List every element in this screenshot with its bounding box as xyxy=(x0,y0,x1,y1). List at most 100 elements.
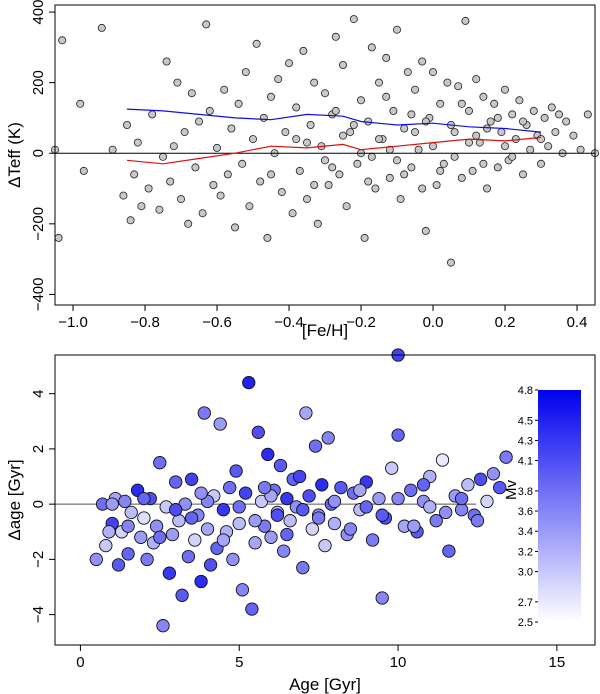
age-point xyxy=(315,478,329,492)
teff-x-tick-label: −0.2 xyxy=(346,314,376,331)
age-point xyxy=(365,533,380,547)
panel-teff: −1.0 −0.8 −0.6 −0.4 −0.2 0.0 0.2 0.4 −400 −200 0 2… xyxy=(5,0,600,340)
teff-plot-frame xyxy=(54,4,596,306)
teff-point xyxy=(367,43,376,52)
age-point xyxy=(359,500,373,514)
age-point xyxy=(172,514,186,528)
age-point xyxy=(111,558,126,572)
teff-point xyxy=(436,166,445,175)
teff-point xyxy=(346,128,355,137)
teff-blue-trend-line xyxy=(126,108,542,133)
age-point xyxy=(372,491,386,506)
teff-point xyxy=(144,184,153,193)
teff-point xyxy=(295,166,304,175)
teff-point xyxy=(266,92,275,101)
mv-colorbar-tick-label: 4.3 xyxy=(518,435,533,447)
teff-point xyxy=(216,191,225,200)
teff-point xyxy=(450,152,459,161)
teff-point xyxy=(464,138,473,147)
age-point xyxy=(454,503,469,517)
age-point xyxy=(124,505,138,520)
age-point xyxy=(149,519,164,533)
age-point xyxy=(296,561,310,575)
age-point xyxy=(375,508,389,522)
teff-x-axis: −1.0 −0.8 −0.6 −0.4 −0.2 0.0 0.2 0.4 xyxy=(58,305,587,331)
mv-colorbar-tick-label: 3.6 xyxy=(518,506,533,518)
teff-point xyxy=(97,23,106,32)
teff-point xyxy=(342,202,351,211)
teff-point xyxy=(407,163,416,172)
mv-colorbar-tick-label: 4.8 xyxy=(518,385,533,397)
teff-y-axis: −400 −200 0 200 400 xyxy=(30,0,55,311)
age-point xyxy=(442,544,456,558)
teff-point xyxy=(123,121,132,130)
teff-point xyxy=(277,188,286,197)
teff-point xyxy=(148,110,157,119)
age-point xyxy=(261,447,275,462)
age-point xyxy=(404,483,418,497)
age-y-axis: −4 −2 0 2 4 xyxy=(30,389,55,623)
teff-point xyxy=(544,142,553,151)
age-scatter-points xyxy=(89,348,513,633)
teff-point xyxy=(328,163,337,172)
teff-point xyxy=(259,113,268,122)
age-point xyxy=(318,538,332,553)
teff-point xyxy=(396,195,405,204)
teff-point xyxy=(537,159,546,168)
teff-point xyxy=(443,78,452,87)
teff-point xyxy=(457,173,466,182)
teff-point xyxy=(432,180,441,189)
teff-red-trend-line xyxy=(126,136,542,165)
teff-x-tick-label: 0.0 xyxy=(423,314,444,331)
age-point xyxy=(353,483,367,497)
age-point xyxy=(238,486,253,500)
teff-point xyxy=(130,170,139,179)
teff-point xyxy=(457,99,466,108)
age-point xyxy=(280,527,294,542)
teff-point xyxy=(320,89,329,98)
age-point xyxy=(305,522,319,536)
age-point xyxy=(226,552,240,567)
age-y-tick-label: −2 xyxy=(30,551,47,568)
age-point xyxy=(232,500,246,514)
teff-point xyxy=(248,135,257,144)
teff-point xyxy=(400,170,409,179)
teff-point xyxy=(187,89,196,98)
age-point xyxy=(257,480,272,495)
teff-point xyxy=(464,106,473,115)
teff-point xyxy=(479,92,488,101)
teff-point xyxy=(223,170,232,179)
age-x-tick-label: 10 xyxy=(390,654,407,671)
teff-point xyxy=(349,15,358,24)
age-point xyxy=(235,583,250,597)
age-point xyxy=(423,500,437,514)
teff-point xyxy=(479,159,488,168)
teff-point xyxy=(263,233,272,242)
age-point xyxy=(203,558,218,572)
teff-point xyxy=(454,82,463,91)
teff-point xyxy=(252,39,261,48)
age-point xyxy=(375,591,389,605)
age-x-tick-label: 0 xyxy=(76,654,84,671)
teff-point xyxy=(158,152,167,161)
age-point xyxy=(169,475,183,489)
age-point xyxy=(118,494,132,509)
teff-y-tick-label: −400 xyxy=(30,278,47,312)
age-point xyxy=(89,552,103,567)
teff-point xyxy=(472,75,481,84)
teff-point xyxy=(302,195,311,204)
teff-point xyxy=(299,46,308,55)
teff-point xyxy=(493,113,502,122)
teff-point xyxy=(205,106,214,115)
age-point xyxy=(264,530,278,544)
teff-point xyxy=(482,124,491,133)
teff-point xyxy=(493,163,502,172)
teff-point xyxy=(418,184,427,193)
age-point xyxy=(499,450,513,464)
teff-point xyxy=(508,110,517,119)
teff-x-tick-label: −0.6 xyxy=(202,314,232,331)
teff-point xyxy=(410,85,419,94)
age-point xyxy=(229,464,243,478)
age-point xyxy=(175,588,189,602)
